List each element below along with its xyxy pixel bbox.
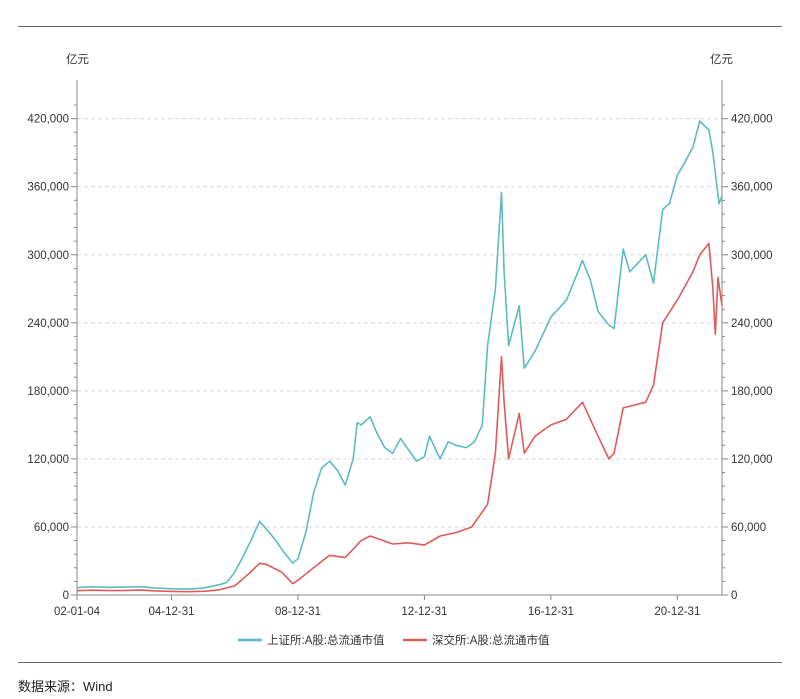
y-tick-label-right: 0	[731, 590, 737, 602]
y-tick-label-left: 240,000	[27, 318, 69, 330]
y-tick-label-right: 300,000	[731, 250, 773, 262]
legend: 上证所:A股:总流通市值 深交所:A股:总流通市值	[238, 633, 550, 647]
y-tick-label-right: 180,000	[731, 386, 773, 398]
y-axis-unit-left: 亿元	[66, 53, 89, 66]
x-tick-label: 16-12-31	[528, 606, 574, 618]
y-tick-label-right: 360,000	[731, 182, 773, 194]
series-line-2	[76, 242, 723, 593]
y-tick-label-right: 240,000	[731, 318, 773, 330]
y-tick-label-left: 0	[63, 590, 69, 602]
x-tick-label: 08-12-31	[275, 606, 321, 618]
data-source-note: 数据来源：Wind	[18, 679, 113, 694]
y-tick-label-right: 60,000	[731, 522, 766, 534]
x-tick-label: 20-12-31	[654, 606, 700, 618]
y-tick-label-right: 120,000	[731, 454, 773, 466]
y-tick-label-left: 300,000	[27, 250, 69, 262]
y-tick-label-left: 420,000	[27, 114, 69, 126]
axes: 0 0 60,000 60,000 120,000 120,000 180,000 180,0…	[27, 53, 772, 618]
legend-label-1: 上证所:A股:总流通市值	[267, 633, 385, 647]
y-tick-label-right: 420,000	[731, 114, 773, 126]
top-rule	[18, 26, 782, 27]
bottom-rule	[18, 662, 782, 663]
gridlines	[77, 118, 722, 528]
series-lines	[76, 120, 723, 593]
legend-label-2: 深交所:A股:总流通市值	[432, 633, 550, 647]
y-tick-label-left: 120,000	[27, 454, 69, 466]
y-tick-label-left: 60,000	[34, 522, 69, 534]
line-chart: 0 0 60,000 60,000 120,000 120,000 180,000 180,0…	[27, 53, 772, 647]
x-tick-label: 04-12-31	[148, 606, 194, 618]
x-tick-label: 12-12-31	[401, 606, 447, 618]
y-axis-unit-right: 亿元	[710, 53, 733, 66]
y-tick-label-left: 360,000	[27, 182, 69, 194]
series-line-1	[76, 120, 723, 590]
y-tick-label-left: 180,000	[27, 386, 69, 398]
x-tick-label: 02-01-04	[54, 606, 101, 618]
